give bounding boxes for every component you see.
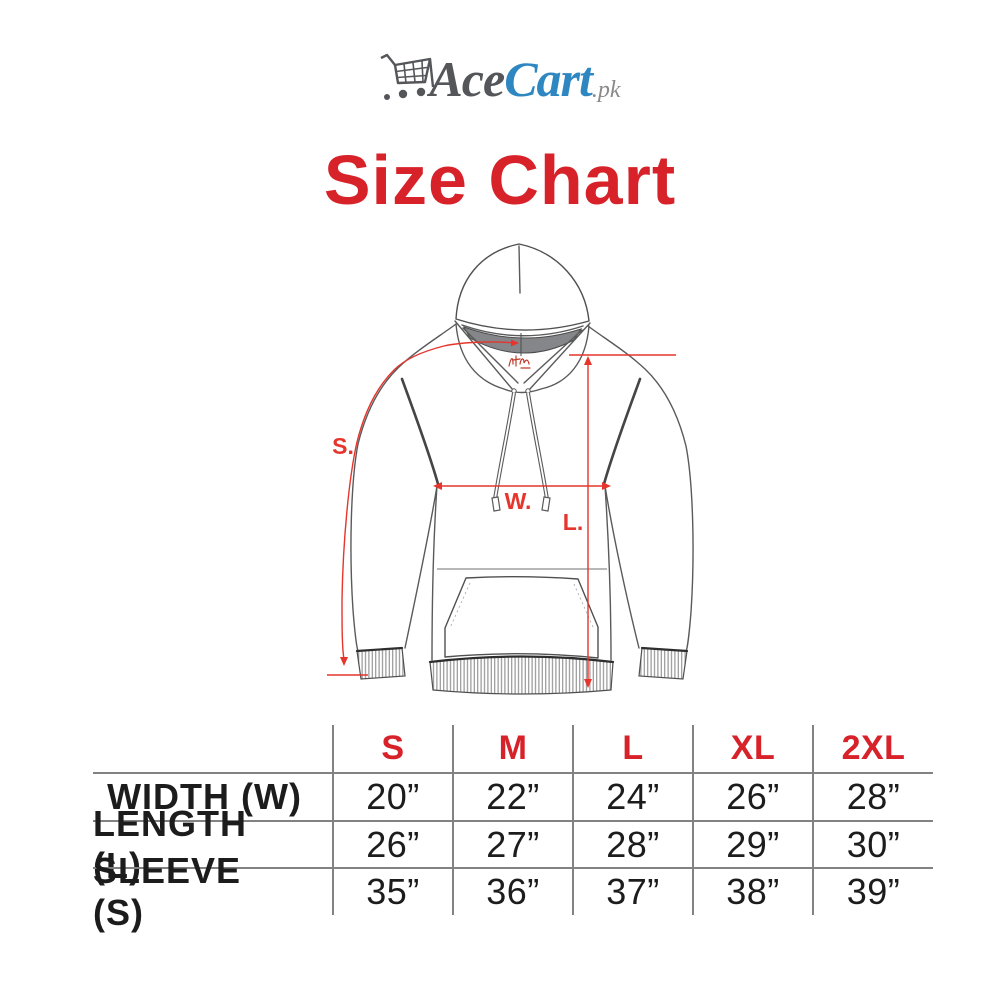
cell-length-s: 26” <box>332 820 452 867</box>
cell-sleeve-2xl: 39” <box>812 867 933 915</box>
cell-length-xl: 29” <box>692 820 812 867</box>
hood-brand-script-icon <box>508 355 531 369</box>
width-label: W. <box>505 488 532 514</box>
cell-sleeve-l: 37” <box>572 867 692 915</box>
row-label-sleeve: SLEEVE (S) <box>93 850 332 933</box>
width-measure-line: W. <box>433 482 611 514</box>
cell-length-2xl: 30” <box>812 820 933 867</box>
cell-width-m: 22” <box>452 772 572 820</box>
length-label: L. <box>563 509 583 535</box>
cell-sleeve-xl: 38” <box>692 867 812 915</box>
logo-text-pk: .pk <box>591 77 621 103</box>
hoodie-body <box>350 323 694 695</box>
acecart-logo: Ace Cart .pk <box>0 44 1000 108</box>
right-cuff-ribbing <box>638 647 688 680</box>
sleeve-measure-line: S. <box>327 339 519 676</box>
cell-sleeve-m: 36” <box>452 867 572 915</box>
cell-length-l: 28” <box>572 820 692 867</box>
logo-text-ace: Ace <box>429 51 505 107</box>
table-corner-cell <box>93 725 332 772</box>
cell-width-xl: 26” <box>692 772 812 820</box>
col-header-2xl: 2XL <box>812 725 933 772</box>
cell-width-l: 24” <box>572 772 692 820</box>
row-label-width: WIDTH (W) <box>93 772 332 820</box>
sleeve-label: S. <box>332 433 354 459</box>
kangaroo-pocket <box>444 576 599 659</box>
page-title: Size Chart <box>323 141 677 219</box>
col-header-l: L <box>572 725 692 772</box>
hoodie-hood <box>454 243 591 512</box>
drawstrings <box>491 388 551 512</box>
hoodie-measurement-diagram: S. W. L. <box>327 243 694 695</box>
logo-text-cart: Cart <box>504 51 593 107</box>
hem-ribbing <box>429 655 614 695</box>
cell-sleeve-s: 35” <box>332 867 452 915</box>
cell-width-2xl: 28” <box>812 772 933 820</box>
shopping-cart-icon <box>380 53 435 100</box>
col-header-s: S <box>332 725 452 772</box>
col-header-m: M <box>452 725 572 772</box>
cell-length-m: 27” <box>452 820 572 867</box>
col-header-xl: XL <box>692 725 812 772</box>
cell-width-s: 20” <box>332 772 452 820</box>
measurement-annotations: S. W. L. <box>327 339 676 688</box>
length-measure-line: L. <box>563 354 676 688</box>
size-table: S M L XL 2XL WIDTH (W) 20” 22” 24” 26” 2… <box>93 725 933 933</box>
